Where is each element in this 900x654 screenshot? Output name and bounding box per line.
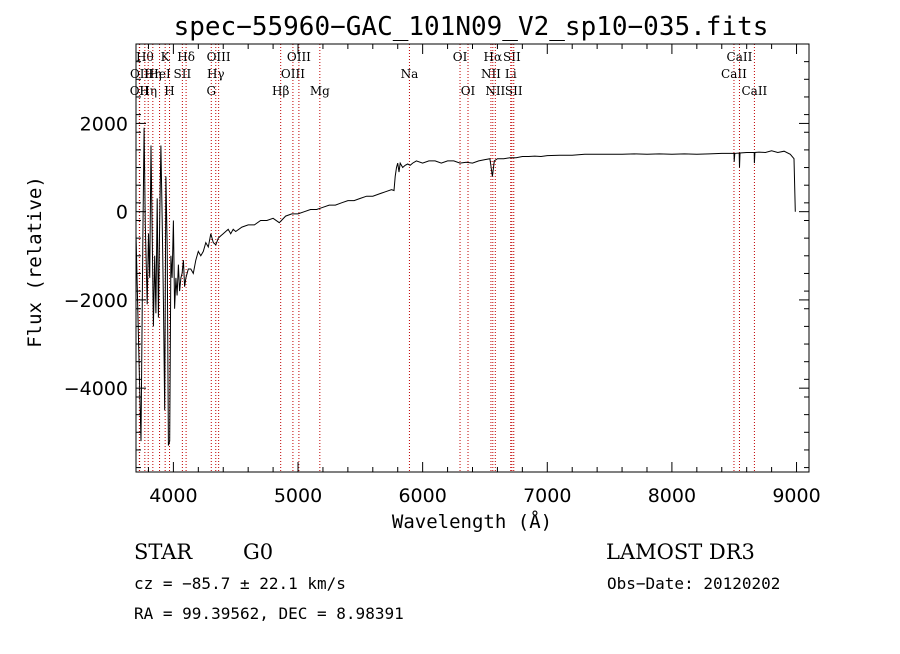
- line-marker-label: NII: [485, 84, 505, 98]
- line-marker-label: G: [206, 84, 216, 98]
- plot-frame: [135, 43, 810, 473]
- line-marker-label: OI: [453, 50, 468, 64]
- y-tick-label: 0: [116, 202, 128, 224]
- axis-ticks: 4000 5000 6000 7000 8000 9000 2000 0 −2000 −4000: [64, 44, 821, 507]
- line-marker-label: Hβ: [272, 84, 289, 98]
- y-tick-label: 2000: [80, 113, 128, 135]
- chart-title: spec−55960−GAC_101N09_V2_sp10−035.fits: [174, 12, 769, 42]
- line-marker-label: OIII: [281, 67, 305, 81]
- y-axis-label: Flux (relative): [24, 176, 46, 348]
- line-marker-label: CaII: [727, 50, 753, 64]
- x-tick-label: 9000: [772, 485, 820, 507]
- line-marker-label: NII: [481, 67, 501, 81]
- line-marker-label: HeI: [148, 67, 171, 81]
- line-marker-label: Hη: [144, 67, 162, 81]
- x-tick-label: 8000: [648, 485, 696, 507]
- y-tick-label: −4000: [64, 378, 128, 400]
- line-marker-label: OIII: [287, 50, 311, 64]
- line-marker-label: Hα: [484, 50, 503, 64]
- line-marker-label: H: [164, 84, 174, 98]
- line-marker-label: Hδ: [177, 50, 195, 64]
- emission-line-markers: OIIOIIHθHηHηHeIKHSIIHδGHγOIIIHβOIIIOIIIM…: [130, 44, 768, 472]
- line-marker-label: SII: [503, 50, 521, 64]
- x-tick-label: 5000: [274, 485, 322, 507]
- line-marker-label: OIII: [207, 50, 231, 64]
- object-subclass: G0: [243, 540, 273, 564]
- line-marker-label: CaII: [721, 67, 747, 81]
- line-marker-label: Hη: [139, 84, 157, 98]
- line-marker-label: Li: [505, 67, 517, 81]
- line-marker-label: Mg: [310, 84, 330, 98]
- object-class: STAR: [134, 540, 193, 564]
- x-tick-label: 4000: [149, 485, 197, 507]
- y-tick-label: −2000: [64, 290, 128, 312]
- line-marker-label: OII: [130, 84, 150, 98]
- line-marker-label: SII: [505, 84, 523, 98]
- line-marker-label: Na: [401, 67, 419, 81]
- spectrum-series-line: [135, 127, 796, 446]
- line-marker-label: CaII: [741, 84, 767, 98]
- line-marker-label: SII: [174, 67, 192, 81]
- ra-dec-coordinates: RA = 99.39562, DEC = 8.98391: [134, 604, 404, 623]
- line-marker-label: Hθ: [136, 50, 154, 64]
- x-axis-label: Wavelength (Å): [392, 510, 552, 533]
- redshift-cz: cz = −85.7 ± 22.1 km/s: [134, 574, 346, 593]
- x-tick-label: 7000: [523, 485, 571, 507]
- line-marker-label: K: [161, 50, 171, 64]
- survey-name: LAMOST DR3: [606, 540, 755, 564]
- line-marker-label: OI: [461, 84, 476, 98]
- x-tick-label: 6000: [398, 485, 446, 507]
- line-marker-label: Hγ: [207, 67, 225, 81]
- observation-date: Obs−Date: 20120202: [607, 574, 780, 593]
